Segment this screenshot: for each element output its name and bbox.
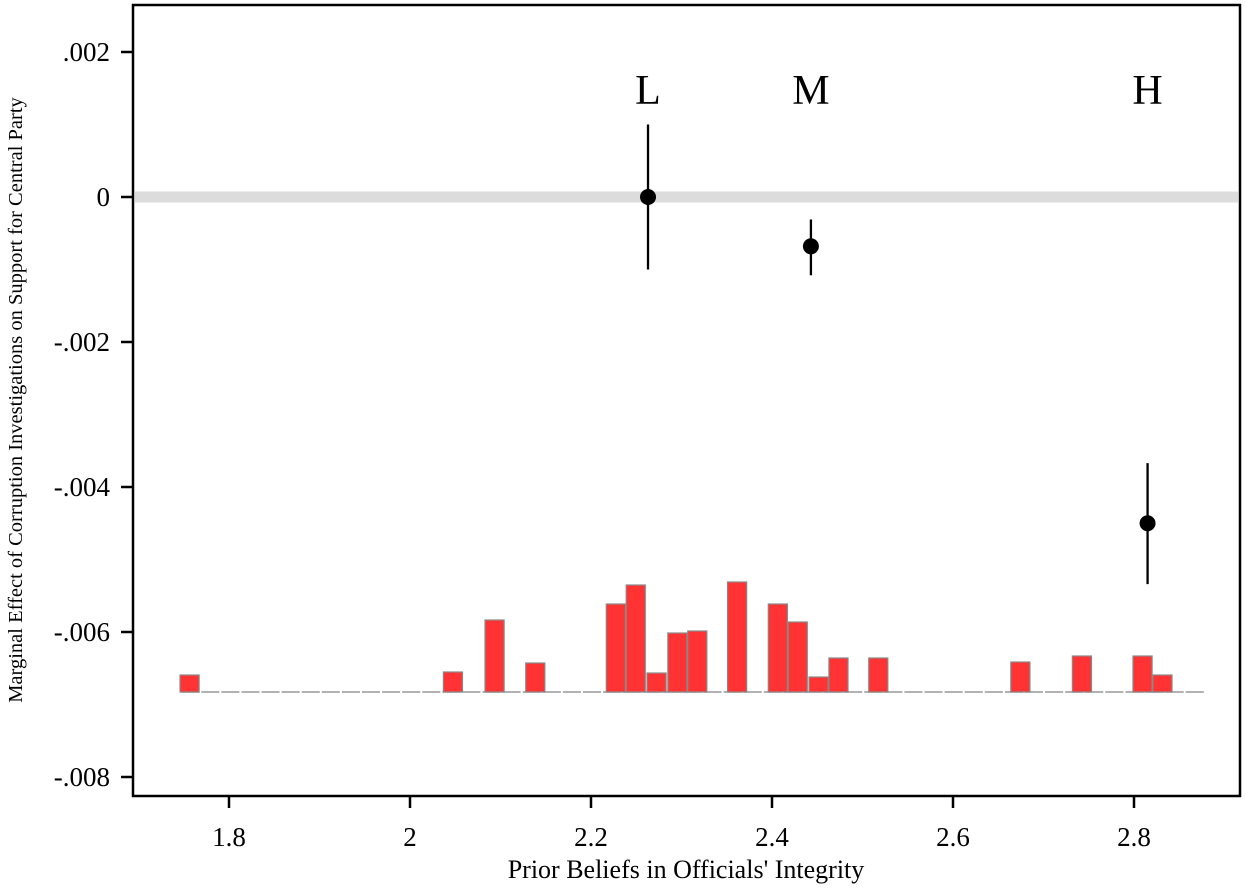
histogram-bar [1152, 674, 1173, 693]
histogram-bar [787, 621, 808, 693]
estimate-h: H [1132, 68, 1163, 585]
histogram-bar [442, 671, 464, 693]
histogram-bar [828, 657, 849, 693]
histogram-bar [726, 581, 748, 693]
y-tick-label: .002 [63, 37, 110, 67]
histogram-bar [179, 674, 200, 693]
histogram-bar [1010, 661, 1031, 693]
histogram-bar [667, 632, 688, 693]
histogram-bar [525, 662, 546, 693]
y-tick-label: -.002 [54, 327, 110, 357]
y-tick-label: -.006 [54, 617, 110, 647]
x-tick-label: 2 [403, 822, 417, 852]
point-label: H [1132, 68, 1162, 114]
histogram-bar [767, 603, 788, 693]
point-marker [802, 238, 819, 255]
x-tick-label: 2.6 [936, 822, 970, 852]
histogram-bar [646, 672, 667, 693]
y-tick-label: 0 [97, 182, 111, 212]
x-tick-label: 2.2 [574, 822, 608, 852]
x-axis: 1.8 2 2.2 2.4 2.6 2.8 [212, 796, 1151, 852]
histogram-bar [687, 630, 708, 693]
y-axis-title: Marginal Effect of Corruption Investigat… [5, 96, 27, 702]
point-marker [640, 189, 657, 205]
estimate-l: L [635, 68, 661, 270]
point-label: L [635, 68, 661, 114]
histogram-bar [1132, 655, 1153, 693]
y-tick-label: -.004 [54, 472, 111, 502]
x-tick-label: 2.4 [755, 822, 789, 852]
histogram-bar [808, 676, 829, 693]
x-tick-label: 2.8 [1117, 822, 1151, 852]
histogram-bar [484, 619, 505, 693]
x-axis-title: Prior Beliefs in Officials' Integrity [508, 855, 865, 884]
plot-frame [131, 3, 1242, 798]
x-tick-label: 1.8 [212, 822, 246, 852]
histogram-bar [625, 584, 646, 693]
histogram-bar [868, 657, 889, 693]
estimate-m: M [792, 68, 830, 276]
histogram-bar [605, 603, 626, 693]
histogram-bar [1071, 655, 1093, 693]
y-tick-label: -.008 [54, 762, 110, 792]
point-label: M [792, 68, 829, 114]
histogram-bars [179, 581, 1204, 693]
point-marker [1139, 515, 1156, 532]
y-axis: .002 0 -.002 -.004 -.006 -.008 [54, 37, 133, 792]
